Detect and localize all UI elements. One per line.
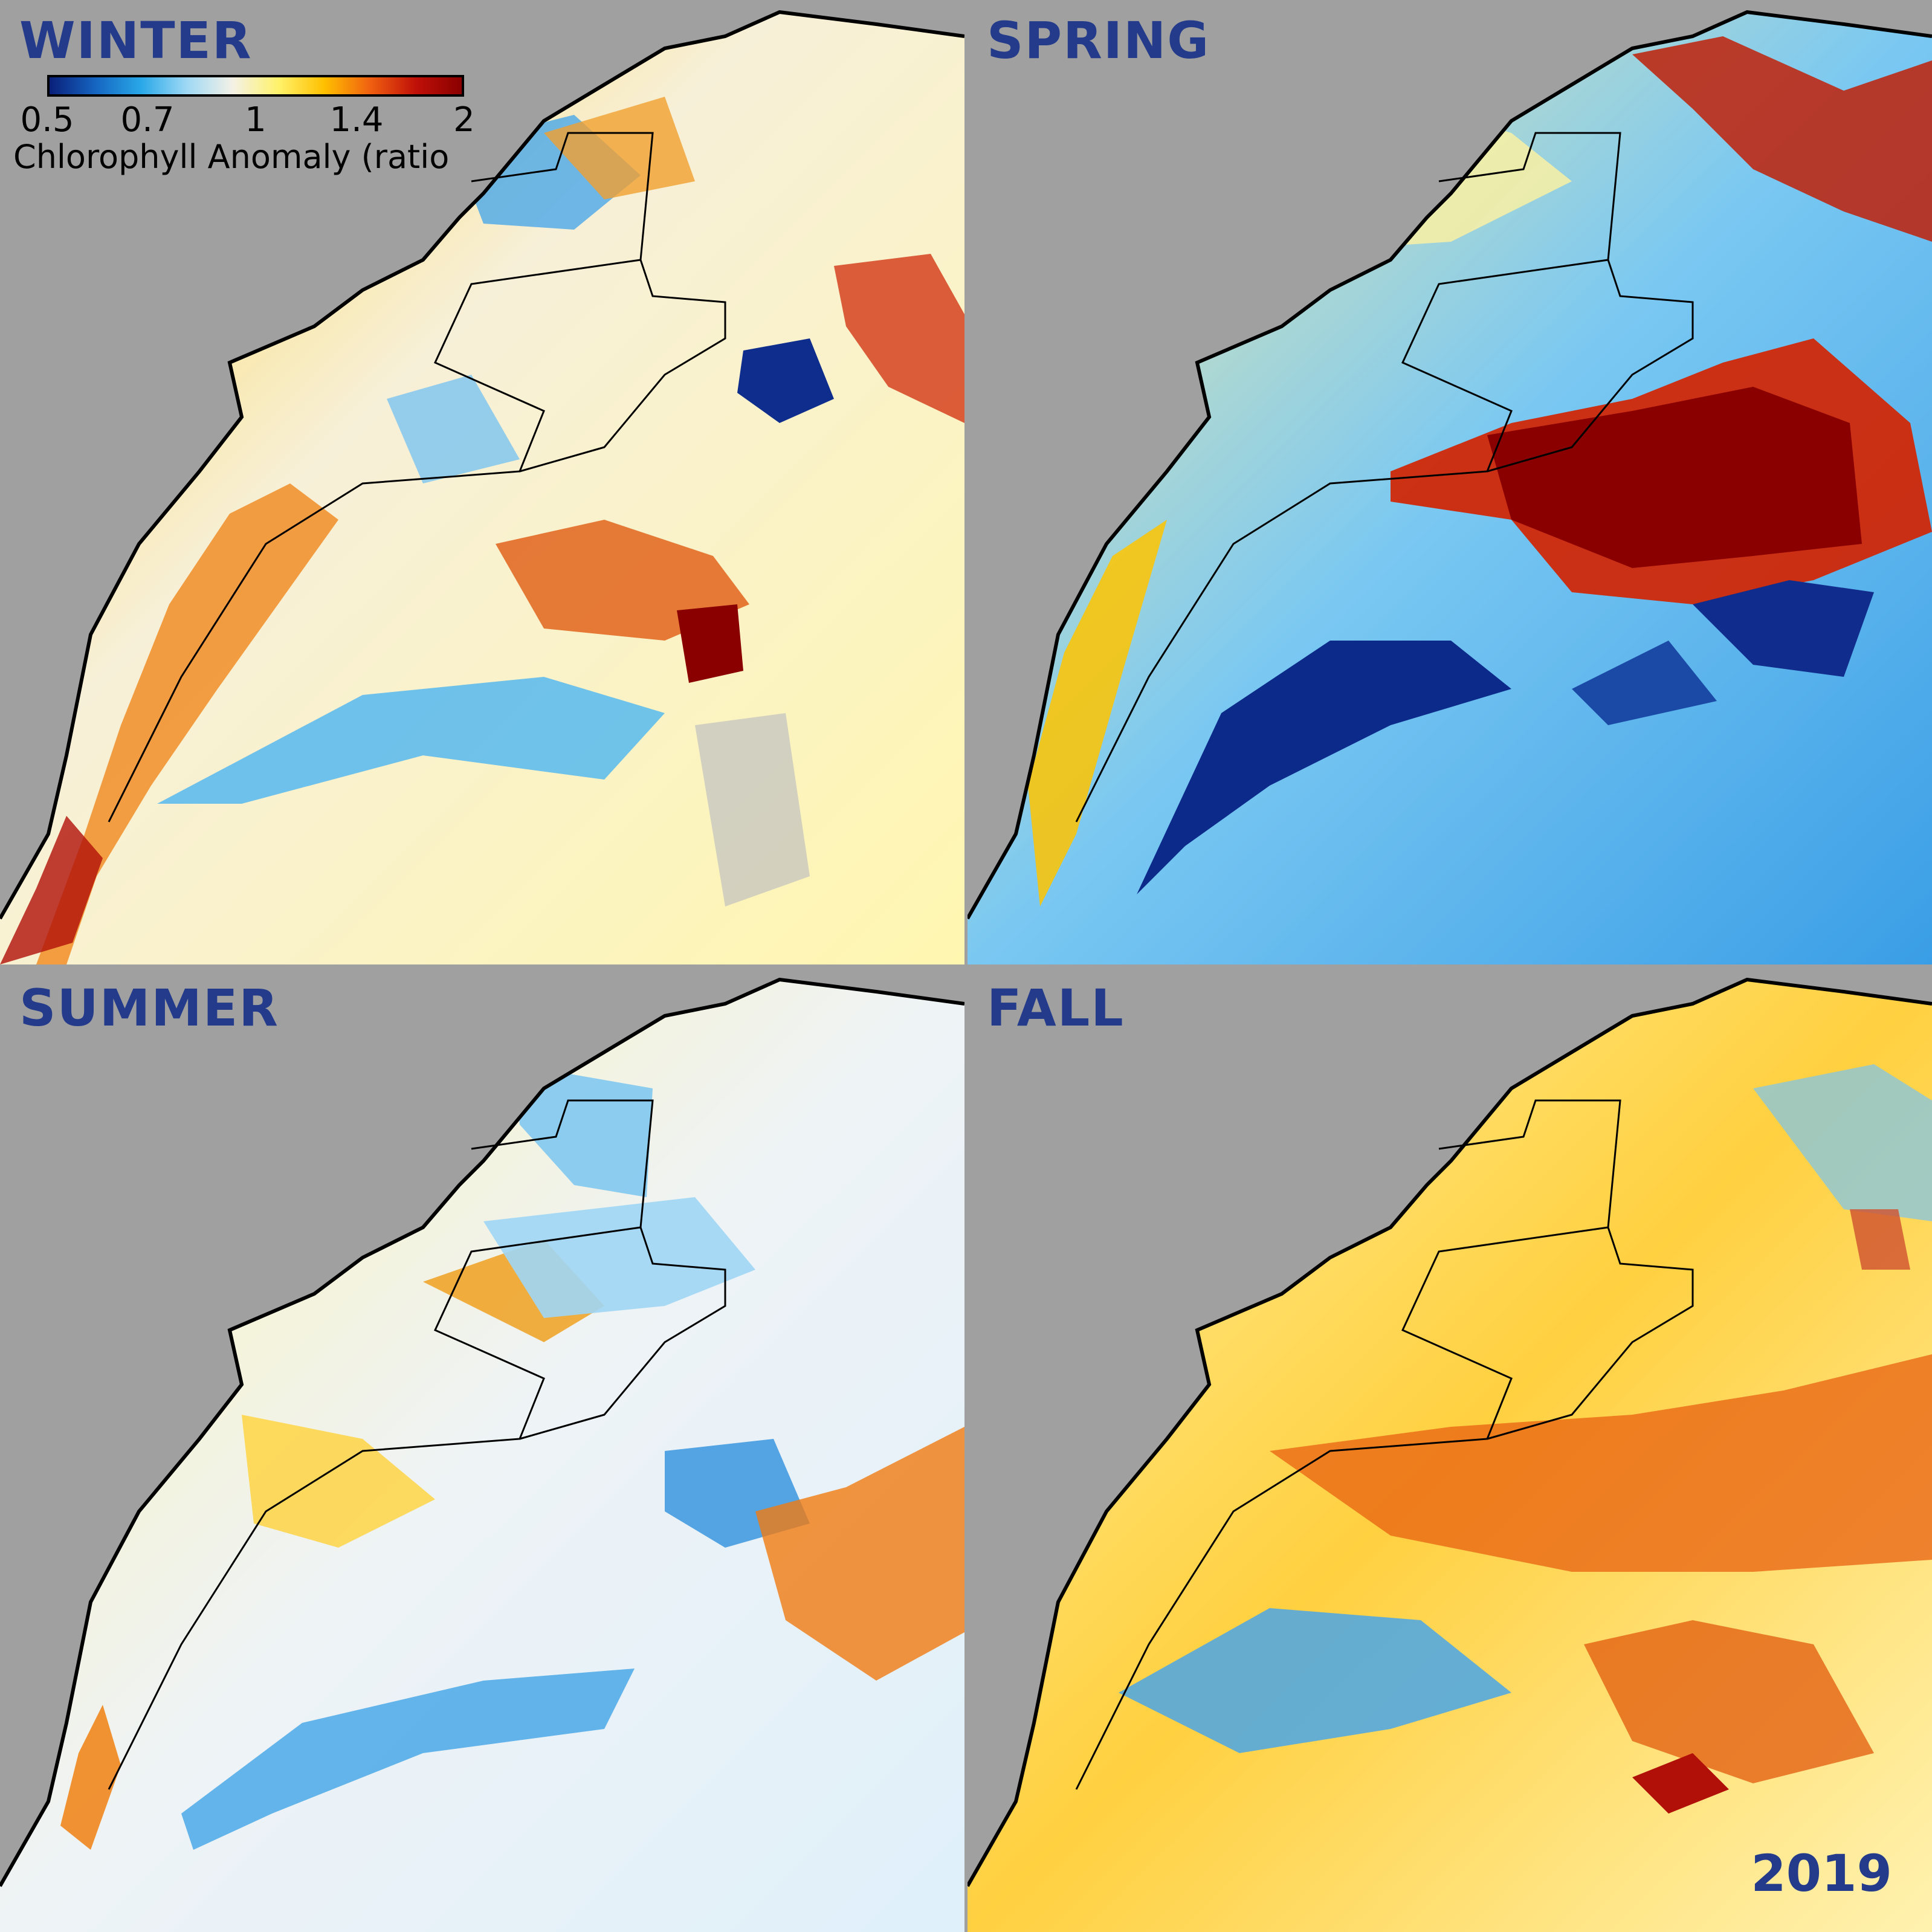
year-label: 2019 bbox=[1751, 1844, 1892, 1903]
anomaly-map-spring bbox=[968, 0, 1932, 964]
season-label: SPRING bbox=[987, 11, 1210, 70]
anomaly-map-winter bbox=[0, 0, 964, 964]
colorbar-tick: 1.4 bbox=[329, 100, 384, 140]
season-label: SUMMER bbox=[19, 978, 279, 1038]
season-label: FALL bbox=[987, 978, 1125, 1038]
map-panel-fall: FALL 2019 bbox=[968, 968, 1932, 1932]
colorbar-ticks: 0.5 0.7 1 1.4 2 bbox=[18, 100, 477, 143]
anomaly-map-fall bbox=[968, 968, 1932, 1932]
colorbar bbox=[47, 75, 464, 97]
colorbar-tick: 0.5 bbox=[20, 100, 74, 140]
map-panel-summer: SUMMER bbox=[0, 968, 964, 1932]
colorbar-tick: 1 bbox=[245, 100, 267, 140]
colorbar-tick: 2 bbox=[453, 100, 475, 140]
map-panel-spring: SPRING bbox=[968, 0, 1932, 964]
colorbar-title: Chlorophyll Anomaly (ratio bbox=[13, 138, 450, 176]
map-panel-winter: WINTER 0.5 0.7 1 1.4 2 Chlorophyll Anoma… bbox=[0, 0, 964, 964]
season-label: WINTER bbox=[19, 11, 253, 70]
colorbar-tick: 0.7 bbox=[120, 100, 175, 140]
anomaly-map-summer bbox=[0, 968, 964, 1932]
